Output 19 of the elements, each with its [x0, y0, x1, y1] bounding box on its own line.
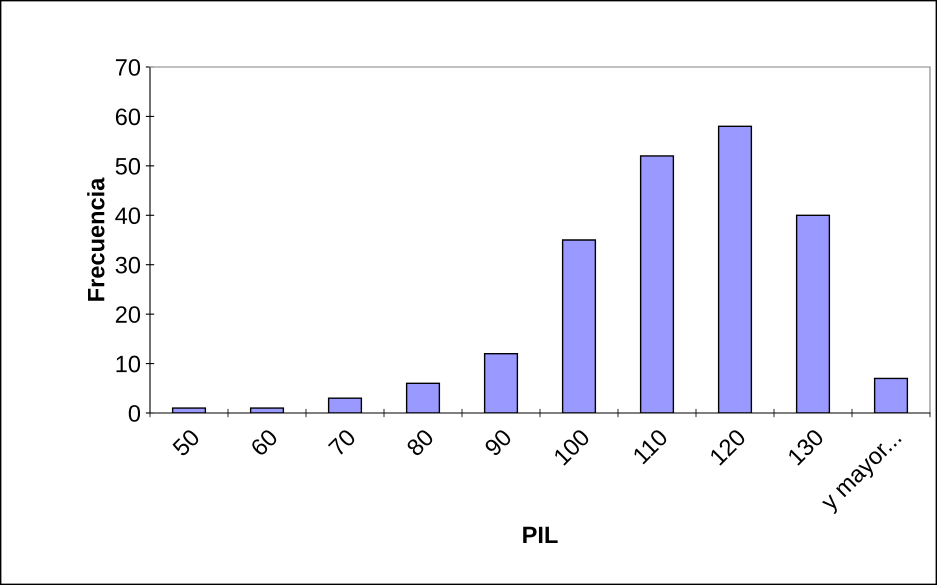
y-tick-label: 60 — [116, 108, 140, 126]
x-tick-label: 60 — [250, 428, 279, 457]
x-tick-label: 50 — [172, 428, 201, 458]
x-tick-label: 90 — [484, 428, 513, 457]
y-axis-title: Frecuencia — [87, 178, 104, 301]
x-tick-label: 80 — [406, 428, 435, 457]
y-tick-label: 10 — [116, 356, 140, 372]
x-axis-title: PIL — [523, 526, 558, 544]
x-tick-label: 100 — [552, 428, 591, 466]
y-tick-label: 50 — [116, 158, 140, 175]
x-tick-label: 70 — [328, 428, 357, 457]
y-tick-label: 40 — [115, 207, 140, 224]
x-tick-label: 120 — [708, 428, 747, 466]
x-tick-label: 110 — [632, 428, 669, 464]
y-tick-label: 70 — [116, 59, 140, 76]
y-tick-label: 0 — [128, 405, 140, 422]
y-tick-label: 30 — [116, 256, 140, 274]
x-tick-label: 130 — [786, 428, 825, 466]
y-tick-label: 20 — [116, 306, 140, 323]
